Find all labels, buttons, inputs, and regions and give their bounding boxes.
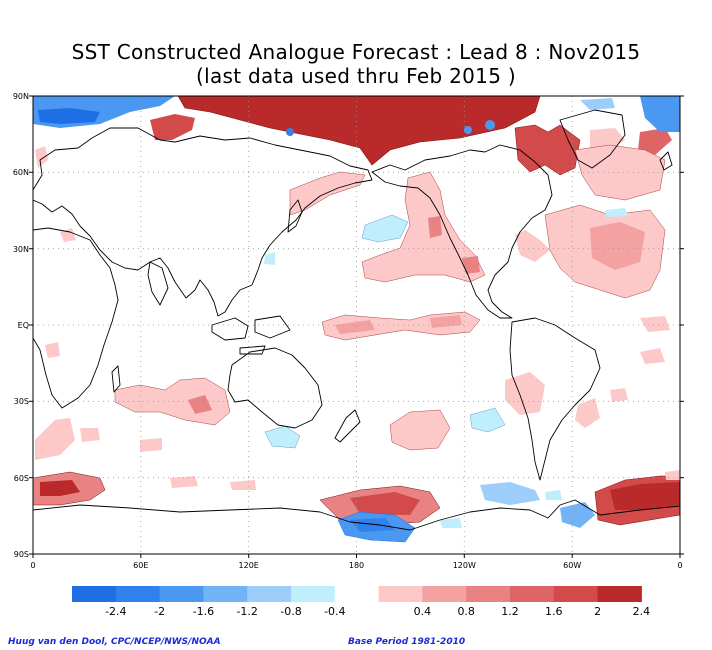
australia-coastline bbox=[227, 347, 323, 429]
legend-label: -0.4 bbox=[324, 605, 345, 618]
map-title-line2: (last data used thru Feb 2015 ) bbox=[196, 64, 516, 88]
legend-label: 1.2 bbox=[501, 605, 519, 618]
axis-tick-marks bbox=[29, 95, 684, 558]
y-tick-eq: EQ bbox=[18, 321, 29, 330]
legend-swatch bbox=[378, 586, 423, 602]
south-america-coastline bbox=[509, 317, 601, 481]
y-tick-60n: 60N bbox=[13, 168, 29, 177]
coastlines bbox=[32, 109, 681, 531]
legend-swatch bbox=[334, 586, 380, 602]
legend-swatch bbox=[115, 586, 161, 602]
legend-swatch bbox=[159, 586, 204, 602]
africa-coastline bbox=[32, 227, 119, 409]
base-period-note: Base Period 1981-2010 bbox=[348, 637, 466, 647]
x-tick-180: 180 bbox=[349, 561, 364, 570]
eurasia-coastline bbox=[32, 127, 373, 317]
legend-label: 2.4 bbox=[633, 605, 651, 618]
legend-swatch bbox=[422, 586, 467, 602]
legend-label: 0.8 bbox=[457, 605, 475, 618]
legend-swatch bbox=[553, 586, 599, 602]
color-legend: -2.4 -2 -1.6 -1.2 -0.8 -0.4 0.4 0.8 1.2 1.6 2 2.4 bbox=[72, 586, 650, 618]
x-axis-labels: 0 60E 120E 180 120W 60W 0 bbox=[30, 561, 682, 570]
y-tick-60s: 60S bbox=[14, 474, 29, 483]
north-america-coastline bbox=[371, 144, 553, 319]
x-tick-120e: 120E bbox=[239, 561, 259, 570]
legend-label: -2 bbox=[154, 605, 165, 618]
legend-label: -1.6 bbox=[193, 605, 214, 618]
y-tick-30n: 30N bbox=[13, 245, 29, 254]
legend-swatch bbox=[247, 586, 292, 602]
legend-label: -2.4 bbox=[105, 605, 126, 618]
x-tick-0: 0 bbox=[30, 561, 35, 570]
antarctica-coastline bbox=[32, 499, 681, 531]
legend-swatch bbox=[203, 586, 248, 602]
legend-label: -0.8 bbox=[280, 605, 301, 618]
x-tick-60e: 60E bbox=[133, 561, 148, 570]
y-tick-30s: 30S bbox=[14, 397, 29, 406]
legend-swatch bbox=[597, 586, 642, 602]
x-tick-60w: 60W bbox=[563, 561, 581, 570]
x-tick-0-right: 0 bbox=[677, 561, 682, 570]
legend-swatch bbox=[466, 586, 511, 602]
map-title-line1: SST Constructed Analogue Forecast : Lead… bbox=[71, 40, 641, 64]
warm-anomaly-arctic bbox=[177, 96, 541, 166]
y-tick-90s: 90S bbox=[14, 550, 29, 559]
legend-label: 0.4 bbox=[414, 605, 432, 618]
legend-label: 2 bbox=[594, 605, 601, 618]
legend-swatch bbox=[72, 586, 117, 602]
anomaly-fields bbox=[33, 96, 680, 543]
legend-label: 1.6 bbox=[545, 605, 563, 618]
author-credit: Huug van den Dool, CPC/NCEP/NWS/NOAA bbox=[8, 637, 221, 647]
y-tick-90n: 90N bbox=[13, 92, 29, 101]
legend-swatch bbox=[291, 586, 336, 602]
x-tick-120w: 120W bbox=[453, 561, 476, 570]
legend-label: -1.2 bbox=[236, 605, 257, 618]
y-axis-labels: 90N 60N 30N EQ 30S 60S 90S bbox=[13, 92, 29, 559]
legend-swatch bbox=[510, 586, 555, 602]
